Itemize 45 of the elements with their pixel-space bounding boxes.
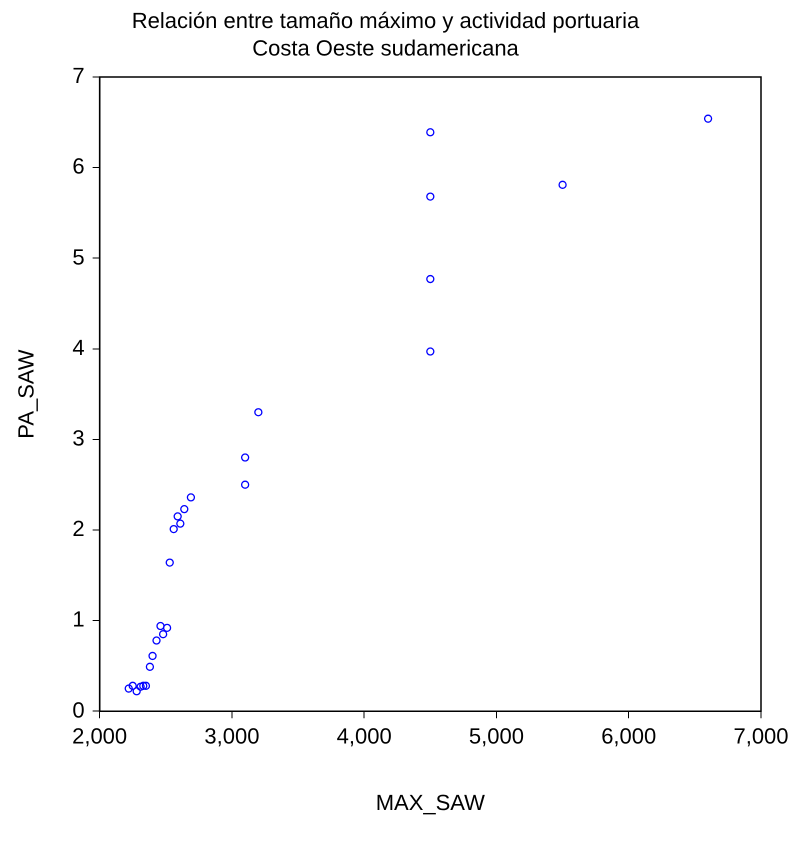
point <box>170 524 178 534</box>
point <box>142 682 150 690</box>
x-tick-label: 6,000 <box>601 723 656 748</box>
y-tick-label: 0 <box>72 697 85 722</box>
y-tick-label: 3 <box>72 425 85 450</box>
y-tick-label: 5 <box>72 244 85 270</box>
point <box>426 347 434 356</box>
point <box>166 558 174 567</box>
point <box>148 652 157 660</box>
point <box>128 682 137 690</box>
x-tick-label: 3,000 <box>204 723 260 748</box>
point <box>139 682 148 690</box>
point <box>254 408 263 416</box>
y-tick-label: 4 <box>72 334 85 360</box>
x-tick-label: 2,000 <box>72 723 128 748</box>
x-axis-title: MAX_SAW <box>376 790 486 815</box>
point <box>132 687 141 696</box>
point <box>158 630 168 638</box>
y-tick-label: 2 <box>72 516 85 542</box>
point <box>426 192 434 201</box>
point <box>558 180 567 189</box>
point <box>136 682 145 691</box>
chart-subtitle: Costa Oeste sudamericana <box>252 35 520 60</box>
x-tick-label: 5,000 <box>468 723 524 748</box>
point <box>174 512 182 521</box>
point <box>180 505 188 514</box>
y-tick-label: 6 <box>72 154 85 179</box>
point <box>156 622 165 630</box>
point <box>240 453 250 462</box>
y-tick-label: 7 <box>72 63 85 88</box>
point <box>426 128 434 136</box>
point <box>426 274 434 284</box>
point <box>176 520 184 528</box>
point <box>186 493 196 502</box>
x-tick-label: 7,000 <box>733 723 789 748</box>
point <box>704 114 712 123</box>
y-axis-title: PA_SAW <box>13 349 38 439</box>
point <box>162 624 172 632</box>
point <box>146 662 154 671</box>
point <box>152 636 161 645</box>
chart-title: Relación entre tamaño máximo y actividad portuaria <box>132 8 640 33</box>
x-tick-label: 4,000 <box>336 723 392 748</box>
point <box>124 684 133 693</box>
point <box>240 480 250 489</box>
y-tick-label: 1 <box>72 606 85 632</box>
